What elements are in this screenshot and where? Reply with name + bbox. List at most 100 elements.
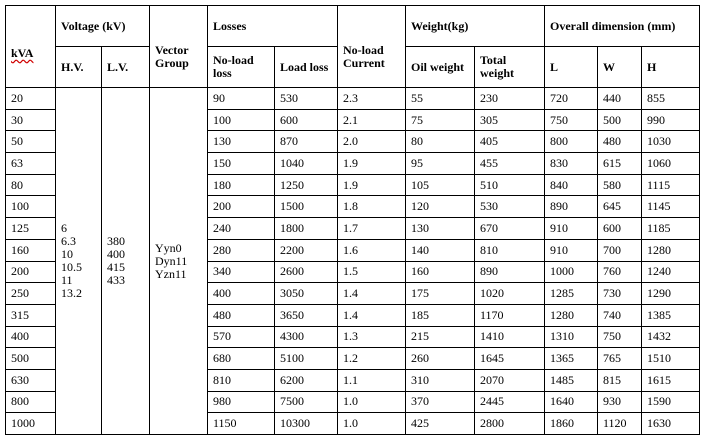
- table-row: 500 680 5100 1.2 260 1645 1365 765 1510: [5, 347, 700, 370]
- cell-length: 1640: [544, 390, 598, 414]
- cell-no-load-current: 1.1: [337, 368, 406, 392]
- table-row: 100 200 1500 1.8 120 530 890 645 1145: [5, 195, 700, 219]
- table-row: 125 240 1800 1.7 130 670 910 600 1185: [5, 217, 700, 240]
- cell-oil-weight: 120: [405, 195, 475, 219]
- cell-load-loss: 2600: [274, 260, 338, 284]
- cell-total-weight: 1645: [474, 347, 545, 370]
- header-losses: Losses: [207, 5, 338, 47]
- cell-no-load-current: 1.9: [337, 173, 406, 197]
- cell-total-weight: 455: [474, 152, 545, 175]
- cell-load-loss: 1040: [274, 152, 338, 175]
- cell-no-load-current: 1.2: [337, 347, 406, 370]
- cell-no-load-current: 2.3: [337, 87, 406, 110]
- header-oil-weight: Oil weight: [405, 46, 475, 88]
- cell-kva: 63: [5, 152, 56, 175]
- cell-no-load-current: 1.0: [337, 390, 406, 414]
- cell-oil-weight: 260: [405, 347, 475, 370]
- cell-total-weight: 2445: [474, 390, 545, 414]
- cell-height: 1060: [641, 152, 700, 175]
- cell-oil-weight: 175: [405, 282, 475, 305]
- cell-length: 1000: [544, 260, 598, 284]
- cell-no-load-current: 1.6: [337, 238, 406, 262]
- header-no-load-current: No-load Current: [337, 5, 406, 88]
- cell-load-loss: 2200: [274, 238, 338, 262]
- cell-oil-weight: 185: [405, 303, 475, 327]
- header-voltage: Voltage (kV): [55, 5, 150, 47]
- cell-oil-weight: 425: [405, 412, 475, 435]
- cell-no-load-loss: 480: [207, 303, 275, 327]
- cell-no-load-loss: 680: [207, 347, 275, 370]
- table-row: 800 980 7500 1.0 370 2445 1640 930 1590: [5, 390, 700, 414]
- cell-height: 990: [641, 108, 700, 132]
- cell-kva: 160: [5, 238, 56, 262]
- cell-hv-voltages: 6 6.3 10 10.5 11 13.2: [55, 87, 102, 435]
- cell-oil-weight: 140: [405, 238, 475, 262]
- table-body: 20 6 6.3 10 10.5 11 13.2 380 400 415 433 Yy…: [5, 87, 700, 435]
- cell-length: 910: [544, 217, 598, 240]
- cell-total-weight: 670: [474, 217, 545, 240]
- cell-load-loss: 1250: [274, 173, 338, 197]
- cell-kva: 50: [5, 130, 56, 154]
- header-no-load-loss: No-load loss: [207, 46, 275, 88]
- cell-no-load-loss: 200: [207, 195, 275, 219]
- table-row: 400 570 4300 1.3 215 1410 1310 750 1432: [5, 325, 700, 349]
- cell-height: 1385: [641, 303, 700, 327]
- cell-width: 740: [597, 303, 642, 327]
- cell-no-load-current: 1.5: [337, 260, 406, 284]
- cell-no-load-loss: 340: [207, 260, 275, 284]
- cell-width: 615: [597, 152, 642, 175]
- header-hv: H.V.: [55, 46, 102, 88]
- transformer-spec-table: kVA Voltage (kV) Vector Group Losses No-…: [5, 5, 700, 435]
- cell-oil-weight: 55: [405, 87, 475, 110]
- cell-kva: 125: [5, 217, 56, 240]
- cell-height: 1030: [641, 130, 700, 154]
- cell-kva: 30: [5, 108, 56, 132]
- cell-oil-weight: 75: [405, 108, 475, 132]
- cell-no-load-current: 2.1: [337, 108, 406, 132]
- cell-load-loss: 600: [274, 108, 338, 132]
- cell-oil-weight: 95: [405, 152, 475, 175]
- cell-kva: 800: [5, 390, 56, 414]
- cell-total-weight: 305: [474, 108, 545, 132]
- cell-no-load-loss: 570: [207, 325, 275, 349]
- cell-total-weight: 810: [474, 238, 545, 262]
- cell-length: 1310: [544, 325, 598, 349]
- cell-height: 1432: [641, 325, 700, 349]
- cell-no-load-current: 1.4: [337, 303, 406, 327]
- cell-no-load-current: 2.0: [337, 130, 406, 154]
- cell-no-load-current: 1.8: [337, 195, 406, 219]
- cell-no-load-current: 1.7: [337, 217, 406, 240]
- cell-lv-voltages: 380 400 415 433: [101, 87, 150, 435]
- cell-height: 1630: [641, 412, 700, 435]
- cell-width: 480: [597, 130, 642, 154]
- cell-width: 760: [597, 260, 642, 284]
- cell-no-load-loss: 1150: [207, 412, 275, 435]
- header-kva: kVA: [5, 5, 56, 88]
- cell-load-loss: 5100: [274, 347, 338, 370]
- cell-kva: 1000: [5, 412, 56, 435]
- header-length: L: [544, 46, 598, 88]
- cell-total-weight: 2800: [474, 412, 545, 435]
- cell-no-load-loss: 100: [207, 108, 275, 132]
- cell-no-load-current: 1.3: [337, 325, 406, 349]
- cell-width: 750: [597, 325, 642, 349]
- header-lv: L.V.: [101, 46, 150, 88]
- cell-oil-weight: 80: [405, 130, 475, 154]
- cell-length: 1285: [544, 282, 598, 305]
- cell-length: 720: [544, 87, 598, 110]
- cell-kva: 400: [5, 325, 56, 349]
- header-width: W: [597, 46, 642, 88]
- cell-total-weight: 1410: [474, 325, 545, 349]
- cell-no-load-loss: 130: [207, 130, 275, 154]
- cell-oil-weight: 130: [405, 217, 475, 240]
- cell-length: 1280: [544, 303, 598, 327]
- cell-no-load-loss: 400: [207, 282, 275, 305]
- header-overall-dimension: Overall dimension (mm): [544, 5, 700, 47]
- cell-kva: 100: [5, 195, 56, 219]
- cell-load-loss: 6200: [274, 368, 338, 392]
- cell-height: 1510: [641, 347, 700, 370]
- cell-total-weight: 2070: [474, 368, 545, 392]
- cell-width: 440: [597, 87, 642, 110]
- table-row: 63 150 1040 1.9 95 455 830 615 1060: [5, 152, 700, 175]
- cell-width: 930: [597, 390, 642, 414]
